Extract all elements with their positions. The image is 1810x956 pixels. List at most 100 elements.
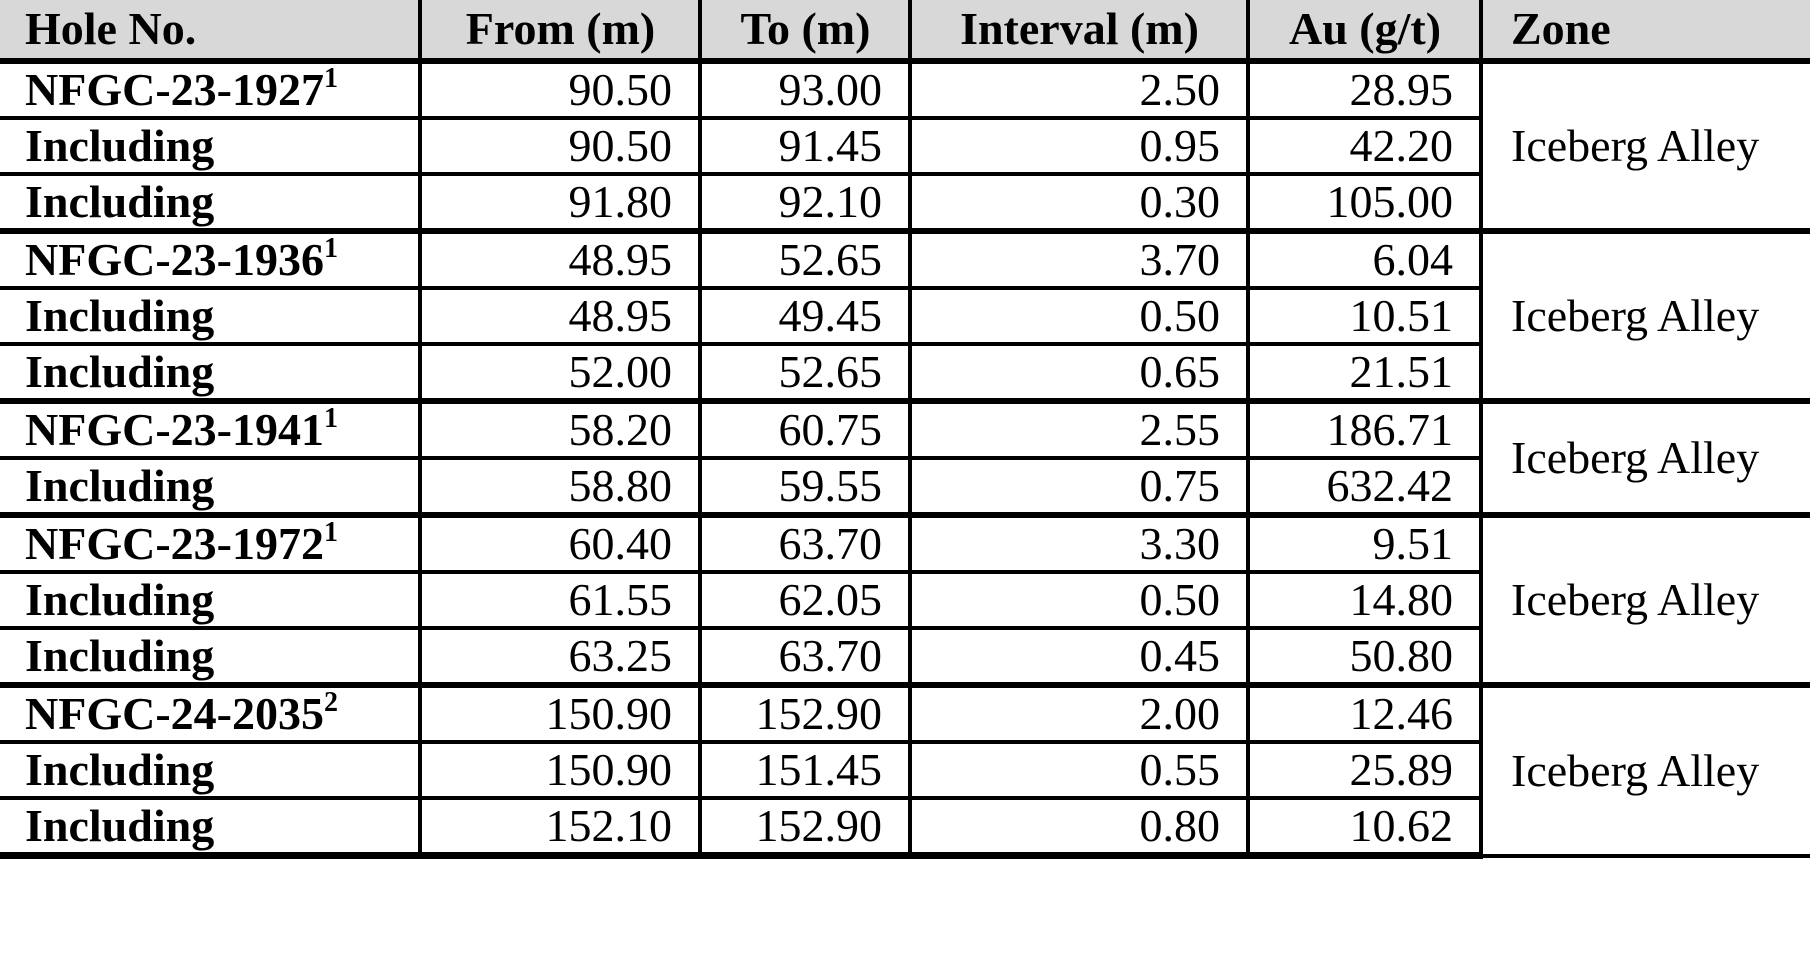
- table-row: Including 63.25 63.70 0.45 50.80: [0, 626, 1810, 687]
- au-grade-cell: 42.20: [1246, 116, 1481, 176]
- from-cell: 90.50: [418, 58, 702, 120]
- to-cell: 63.70: [698, 626, 912, 687]
- interval-cell: 0.30: [908, 172, 1250, 233]
- table-row: Including 52.00 52.65 0.65 21.51: [0, 342, 1810, 403]
- hole-no-cell: NFGC-23-19271: [0, 58, 422, 120]
- au-grade-cell: 14.80: [1246, 570, 1481, 630]
- from-cell: 48.95: [418, 286, 702, 346]
- column-header-zone: Zone: [1479, 0, 1810, 64]
- interval-cell: 0.55: [908, 740, 1250, 800]
- from-cell: 152.10: [418, 796, 702, 859]
- au-grade-cell: 632.42: [1246, 456, 1481, 517]
- au-grade-cell: 186.71: [1246, 398, 1483, 460]
- from-cell: 58.20: [418, 398, 702, 460]
- table-row: Including 152.10 152.90 0.80 10.62: [0, 796, 1810, 859]
- interval-cell: 2.00: [908, 682, 1250, 744]
- table-row: Including 90.50 91.45 0.95 42.20: [0, 116, 1810, 176]
- footnote-marker: 2: [323, 686, 338, 718]
- column-header-interval: Interval (m): [908, 0, 1250, 64]
- table-row: NFGC-23-19721 60.40 63.70 3.30 9.51 Iceberg A…: [0, 512, 1810, 687]
- from-cell: 150.90: [418, 740, 702, 800]
- interval-cell: 2.55: [908, 398, 1250, 460]
- to-cell: 93.00: [698, 58, 912, 120]
- au-grade-cell: 105.00: [1246, 172, 1481, 233]
- column-header-from: From (m): [418, 0, 702, 64]
- table-row: NFGC-23-19411 58.20 60.75 2.55 186.71 Iceberg…: [0, 398, 1810, 517]
- header-row: Hole No. From (m) To (m) Interval (m) Au…: [0, 0, 1810, 64]
- from-cell: 150.90: [418, 682, 702, 744]
- hole-no-cell: NFGC-23-19411: [0, 398, 422, 460]
- table-row: Including 61.55 62.05 0.50 14.80: [0, 570, 1810, 630]
- drill-results-table: Hole No. From (m) To (m) Interval (m) Au…: [0, 0, 1810, 859]
- from-cell: 61.55: [418, 570, 702, 630]
- hole-no-cell: Including: [0, 172, 422, 233]
- au-grade-cell: 28.95: [1246, 58, 1483, 120]
- to-cell: 63.70: [698, 512, 912, 574]
- to-cell: 52.65: [698, 342, 912, 403]
- interval-cell: 0.50: [908, 286, 1250, 346]
- interval-cell: 0.95: [908, 116, 1250, 176]
- table-row: Including 91.80 92.10 0.30 105.00: [0, 172, 1810, 233]
- footnote-marker: 1: [323, 516, 338, 548]
- au-grade-cell: 9.51: [1246, 512, 1483, 574]
- au-grade-cell: 12.46: [1246, 682, 1483, 744]
- table-row: Including 48.95 49.45 0.50 10.51: [0, 286, 1810, 346]
- interval-cell: 3.70: [908, 228, 1250, 290]
- from-cell: 60.40: [418, 512, 702, 574]
- au-grade-cell: 10.51: [1246, 286, 1481, 346]
- interval-cell: 0.65: [908, 342, 1250, 403]
- hole-no-cell: NFGC-24-20352: [0, 682, 422, 744]
- to-cell: 152.90: [698, 796, 912, 859]
- table-row: NFGC-23-19361 48.95 52.65 3.70 6.04 Iceberg A…: [0, 228, 1810, 403]
- to-cell: 152.90: [698, 682, 912, 744]
- hole-no-cell: NFGC-23-19721: [0, 512, 422, 574]
- table-row: NFGC-24-20352 150.90 152.90 2.00 12.46 Iceber…: [0, 682, 1810, 858]
- footnote-marker: 1: [323, 62, 338, 94]
- hole-no-cell: Including: [0, 342, 422, 403]
- to-cell: 151.45: [698, 740, 912, 800]
- hole-no-cell: Including: [0, 570, 422, 630]
- from-cell: 48.95: [418, 228, 702, 290]
- column-header-to: To (m): [698, 0, 912, 64]
- column-header-hole-no: Hole No.: [0, 0, 422, 64]
- zone-cell: Iceberg Alley: [1479, 512, 1810, 687]
- interval-cell: 3.30: [908, 512, 1250, 574]
- au-grade-cell: 6.04: [1246, 228, 1483, 290]
- from-cell: 63.25: [418, 626, 702, 687]
- footnote-marker: 1: [323, 232, 338, 264]
- to-cell: 52.65: [698, 228, 912, 290]
- zone-cell: Iceberg Alley: [1479, 228, 1810, 403]
- hole-no-cell: Including: [0, 286, 422, 346]
- hole-no-cell: Including: [0, 116, 422, 176]
- au-grade-cell: 10.62: [1246, 796, 1481, 859]
- table-header: Hole No. From (m) To (m) Interval (m) Au…: [0, 0, 1810, 64]
- au-grade-cell: 50.80: [1246, 626, 1481, 687]
- au-grade-cell: 25.89: [1246, 740, 1481, 800]
- hole-no-cell: Including: [0, 626, 422, 687]
- interval-cell: 0.80: [908, 796, 1250, 859]
- table-row: NFGC-23-19271 90.50 93.00 2.50 28.95 Iceberg …: [0, 58, 1810, 233]
- hole-no-cell: NFGC-23-19361: [0, 228, 422, 290]
- hole-no-cell: Including: [0, 796, 422, 859]
- zone-cell: Iceberg Alley: [1479, 398, 1810, 517]
- interval-cell: 0.50: [908, 570, 1250, 630]
- zone-cell: Iceberg Alley: [1479, 58, 1810, 233]
- to-cell: 92.10: [698, 172, 912, 233]
- from-cell: 90.50: [418, 116, 702, 176]
- to-cell: 60.75: [698, 398, 912, 460]
- from-cell: 58.80: [418, 456, 702, 517]
- hole-no-cell: Including: [0, 740, 422, 800]
- table-row: Including 150.90 151.45 0.55 25.89: [0, 740, 1810, 800]
- hole-no-cell: Including: [0, 456, 422, 517]
- from-cell: 52.00: [418, 342, 702, 403]
- to-cell: 59.55: [698, 456, 912, 517]
- footnote-marker: 1: [323, 402, 338, 434]
- column-header-au: Au (g/t): [1246, 0, 1483, 64]
- to-cell: 49.45: [698, 286, 912, 346]
- interval-cell: 0.75: [908, 456, 1250, 517]
- au-grade-cell: 21.51: [1246, 342, 1481, 403]
- to-cell: 91.45: [698, 116, 912, 176]
- table-row: Including 58.80 59.55 0.75 632.42: [0, 456, 1810, 517]
- zone-cell: Iceberg Alley: [1479, 682, 1810, 858]
- to-cell: 62.05: [698, 570, 912, 630]
